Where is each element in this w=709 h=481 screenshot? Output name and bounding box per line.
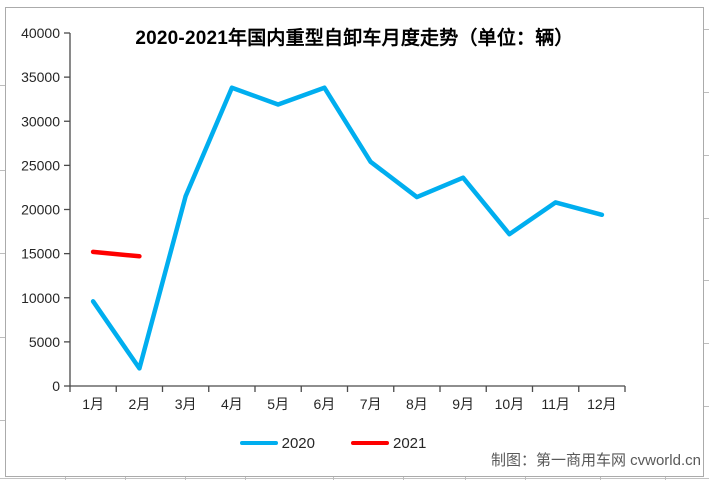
- legend: 2020 2021: [0, 434, 666, 452]
- legend-item-2020: 2020: [239, 434, 315, 452]
- legend-swatch-2021-icon: [351, 441, 389, 445]
- x-tick-label: 11月: [541, 396, 570, 412]
- legend-item-2021: 2021: [351, 435, 426, 452]
- x-tick-label: 5月: [267, 396, 289, 412]
- y-tick-label: 15000: [21, 246, 60, 262]
- y-tick-label: 5000: [29, 334, 60, 350]
- grid-remnant: [333, 477, 334, 480]
- grid-remnant: [125, 477, 126, 480]
- grid-remnant: [704, 406, 709, 407]
- y-tick-label: 40000: [21, 25, 60, 41]
- legend-swatch-2020-icon: [239, 441, 278, 445]
- x-tick-label: 6月: [313, 396, 335, 412]
- x-tick-label: 7月: [360, 396, 382, 412]
- y-tick-label: 0: [52, 378, 60, 394]
- watermark-credit: 制图：第一商用车网 cvworld.cn: [490, 452, 701, 469]
- legend-label-2021: 2021: [393, 434, 427, 452]
- y-tick-label: 25000: [21, 157, 60, 173]
- y-tick-label: 10000: [21, 290, 60, 306]
- grid-remnant: [0, 337, 5, 338]
- grid-remnant: [0, 253, 5, 254]
- series-line-2021: [90, 249, 142, 259]
- chart-frame: [5, 7, 704, 477]
- grid-remnant: [525, 477, 526, 480]
- x-tick-label: 10月: [495, 396, 525, 412]
- grid-remnant: [704, 29, 709, 30]
- grid-remnant: [665, 477, 666, 480]
- grid-remnant: [600, 477, 601, 480]
- x-tick-label: 4月: [221, 396, 243, 412]
- chart-title: 2020-2021年国内重型自卸车月度走势（单位：辆）: [135, 28, 574, 49]
- legend-label-2020: 2020: [281, 434, 315, 452]
- grid-remnant: [185, 477, 186, 480]
- y-tick-label: 20000: [21, 202, 60, 218]
- grid-remnant: [0, 420, 5, 421]
- x-tick-label: 2月: [128, 396, 150, 412]
- y-tick-label: 30000: [21, 113, 60, 129]
- grid-remnant: [465, 477, 466, 480]
- grid-remnant: [0, 85, 5, 86]
- y-tick-label: 35000: [21, 69, 60, 85]
- x-tick-label: 1月: [82, 396, 104, 412]
- grid-remnant-bottom-line: [0, 478, 709, 479]
- x-tick-label: 8月: [406, 396, 428, 412]
- grid-remnant: [704, 280, 709, 281]
- grid-remnant: [403, 477, 404, 480]
- grid-remnant: [704, 155, 709, 156]
- grid-remnant: [704, 343, 709, 344]
- grid-remnant: [65, 477, 66, 480]
- grid-remnant: [245, 477, 246, 480]
- x-tick-label: 9月: [452, 396, 474, 412]
- x-tick-label: 3月: [175, 396, 197, 412]
- x-tick-label: 12月: [587, 396, 617, 412]
- grid-remnant: [704, 92, 709, 93]
- grid-remnant: [704, 218, 709, 219]
- series-line-2020: [90, 85, 605, 371]
- grid-remnant: [0, 170, 5, 171]
